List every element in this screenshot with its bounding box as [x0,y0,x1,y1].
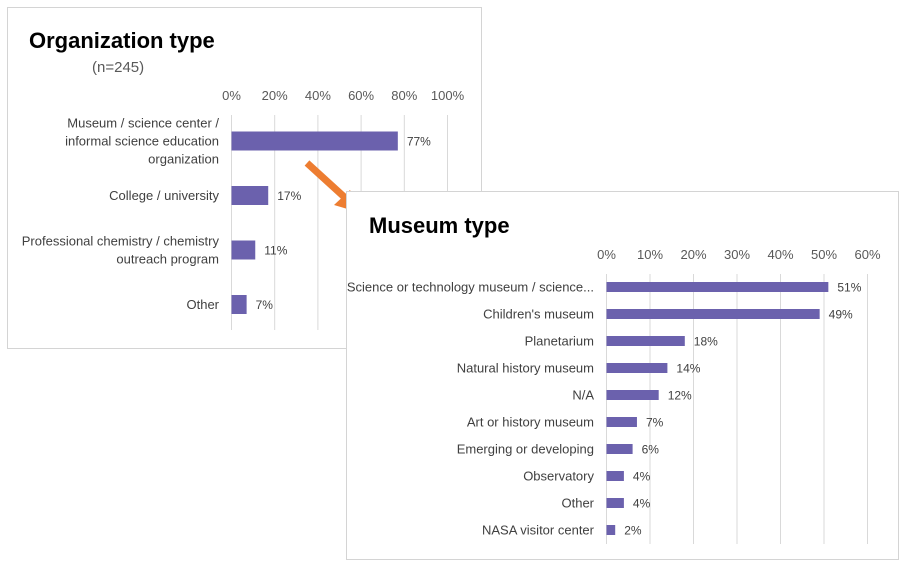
data-label: 18% [694,335,718,349]
bar [606,525,616,535]
data-label: 49% [829,308,853,322]
bar [231,295,247,314]
chart-title: Museum type [369,213,510,238]
bar [231,131,398,151]
data-label: 6% [642,443,660,457]
data-label: 4% [633,470,651,484]
x-tick-label: 20% [262,88,288,103]
category-label: Emerging or developing [457,442,594,457]
data-label: 2% [624,524,642,538]
category-label: Natural history museum [457,361,594,376]
bar [606,471,624,481]
data-label: 11% [264,244,287,258]
x-tick-label: 60% [348,88,374,103]
chart-subtitle: (n=245) [92,59,144,76]
category-label: College / university [109,188,219,203]
x-tick-label: 0% [222,88,241,103]
category-label: Observatory [523,469,594,484]
bar [606,417,637,427]
category-label: Museum / science center / [67,116,219,131]
category-label: outreach program [116,252,219,267]
bar [606,363,668,373]
category-label: Art or history museum [467,415,594,430]
x-tick-label: 60% [854,247,880,262]
category-label: Professional chemistry / chemistry [22,234,220,249]
data-label: 7% [256,298,274,312]
bar [231,240,256,260]
museum-type-chart: Museum type 0% 10% 20% 30% 40% 50% 60% Science… [347,213,881,544]
data-label: 77% [407,135,431,149]
organization-type-chart-panel: Organization type (n=245) 0% 20% 40% 60% 80%… [7,7,482,349]
bar [606,444,633,454]
bar [606,498,624,508]
data-label: 17% [277,189,301,203]
bar [606,390,659,400]
x-tick-label: 40% [305,88,331,103]
x-tick-label: 0% [597,247,616,262]
category-label: Science or technology museum / science..… [347,280,594,295]
chart-title: Organization type [29,28,215,53]
category-label: N/A [572,388,594,403]
category-label: Other [561,496,594,511]
bar [231,186,269,205]
category-label: organization [148,152,219,167]
data-label: 51% [837,281,861,295]
museum-type-chart-panel: Museum type 0% 10% 20% 30% 40% 50% 60% Science… [346,191,899,560]
bar [606,309,820,319]
bar [606,282,829,292]
bar [606,336,685,346]
x-tick-label: 10% [637,247,663,262]
x-tick-label: 30% [724,247,750,262]
x-tick-label: 80% [391,88,417,103]
x-tick-label: 40% [767,247,793,262]
x-tick-label: 20% [680,247,706,262]
x-tick-label: 100% [431,88,465,103]
category-label: Other [186,297,219,312]
category-label: Children's museum [483,307,594,322]
data-label: 7% [646,416,664,430]
x-tick-label: 50% [811,247,837,262]
category-label: informal science education [65,134,219,149]
data-label: 4% [633,497,651,511]
category-label: Planetarium [525,334,594,349]
data-label: 12% [668,389,692,403]
category-label: NASA visitor center [482,523,595,538]
data-label: 14% [676,362,700,376]
